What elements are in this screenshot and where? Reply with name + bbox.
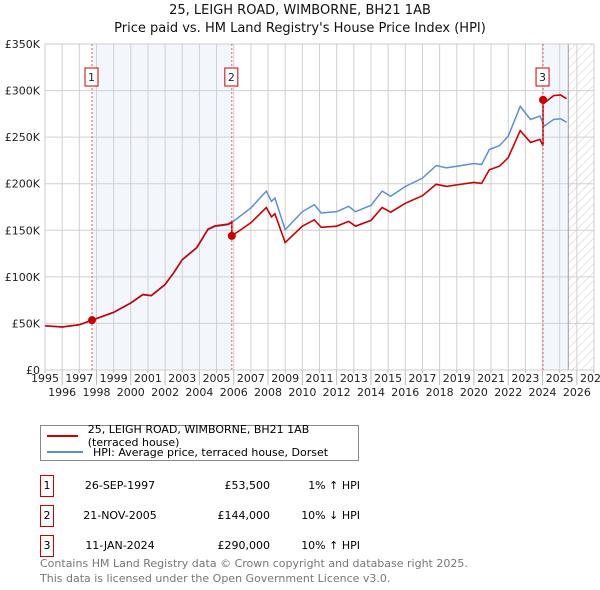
footer-licence: This data is licensed under the Open Gov…	[40, 572, 391, 585]
x-tick-label: 2008	[254, 386, 282, 399]
sale-hpi-diff: 1% ↑ HPI	[308, 479, 360, 492]
legend-item-hpi: HPI: Average price, terraced house, Dors…	[47, 444, 328, 460]
x-tick-label: 2015	[374, 372, 402, 385]
chart-title: 25, LEIGH ROAD, WIMBORNE, BH21 1AB	[169, 3, 431, 18]
sale-price: £144,000	[217, 509, 271, 522]
sale-label-box	[224, 67, 239, 87]
x-tick-label: 1998	[82, 386, 110, 399]
y-tick-label: £350K	[5, 38, 41, 51]
x-tick-label: 2023	[511, 372, 539, 385]
x-tick-label: 1996	[48, 386, 76, 399]
legend-label: HPI: Average price, terraced house, Dors…	[93, 445, 329, 459]
x-tick-label: 1997	[65, 372, 93, 385]
price-chart: 1995199619971998199920002001200220032004…	[5, 38, 600, 399]
x-tick-label: 2000	[117, 386, 145, 399]
ownership-shade	[92, 44, 232, 370]
x-tick-label: 2007	[237, 372, 265, 385]
x-tick-label: 2021	[477, 372, 505, 385]
sale-price: £53,500	[224, 479, 271, 492]
plot-frame	[44, 43, 595, 371]
x-tick-label: 2026	[563, 386, 591, 399]
x-tick-label: 2006	[220, 386, 248, 399]
y-tick-label: £100K	[5, 271, 41, 284]
x-tick-label: 2004	[185, 386, 213, 399]
y-tick-label: £200K	[5, 178, 41, 191]
x-tick-label: 2005	[203, 372, 231, 385]
red-line-swatch	[47, 435, 78, 437]
legend: 25, LEIGH ROAD, WIMBORNE, BH21 1AB (terr…	[40, 423, 359, 461]
sale-hpi-diff: 10% ↓ HPI	[301, 509, 360, 522]
x-tick-label: 2020	[460, 386, 488, 399]
property-line	[44, 94, 567, 328]
sale-point	[88, 316, 97, 325]
ownership-shade	[543, 44, 569, 370]
x-tick-label: 2024	[529, 386, 557, 399]
x-tick-label: 2014	[357, 386, 385, 399]
chart-subtitle: Price paid vs. HM Land Registry's House …	[114, 21, 486, 36]
sale-number: 2	[40, 505, 54, 527]
y-tick-label: £300K	[5, 85, 41, 98]
sale-label: 3	[539, 71, 546, 84]
y-tick-label: £50K	[12, 317, 41, 330]
x-tick-label: 2018	[426, 386, 454, 399]
x-tick-label: 2010	[288, 386, 316, 399]
sale-label: 1	[88, 71, 95, 84]
x-tick-label: 2017	[408, 372, 436, 385]
footer-copyright: Contains HM Land Registry data © Crown c…	[40, 557, 468, 570]
x-tick-label: 2009	[271, 372, 299, 385]
x-tick-label: 2002	[151, 386, 179, 399]
x-tick-label: 1995	[31, 372, 59, 385]
x-tick-label: 2022	[494, 386, 522, 399]
sale-row: 2 21-NOV-2005 £144,000 10% ↓ HPI	[40, 505, 440, 527]
sale-point	[539, 95, 548, 104]
sale-label-box	[535, 67, 550, 87]
blue-line-swatch	[47, 451, 83, 453]
sale-date: 21-NOV-2005	[83, 509, 157, 522]
legend-label: 25, LEIGH ROAD, WIMBORNE, BH21 1AB (terr…	[87, 423, 310, 449]
x-tick-label: 2011	[306, 372, 334, 385]
x-tick-label: 2003	[168, 372, 196, 385]
sale-row: 3 11-JAN-2024 £290,000 10% ↑ HPI	[40, 535, 440, 557]
sale-hpi-diff: 10% ↑ HPI	[301, 539, 360, 552]
x-tick-label: 2001	[134, 372, 162, 385]
x-tick-label: 1999	[100, 372, 128, 385]
x-tick-label: 2027	[580, 372, 600, 385]
x-tick-label: 2025	[546, 372, 574, 385]
x-tick-label: 2016	[391, 386, 419, 399]
sale-price: £290,000	[217, 539, 271, 552]
y-tick-label: £0	[26, 364, 40, 377]
sale-number: 3	[40, 535, 54, 557]
sale-label: 2	[228, 71, 235, 84]
sale-label-box	[84, 67, 99, 87]
y-tick-label: £150K	[5, 224, 41, 237]
sale-point	[227, 231, 236, 240]
forecast-hatch	[568, 44, 594, 370]
legend-item-property: 25, LEIGH ROAD, WIMBORNE, BH21 1AB (terr…	[47, 423, 358, 449]
sale-row: 1 26-SEP-1997 £53,500 1% ↑ HPI	[40, 475, 440, 497]
sale-date: 11-JAN-2024	[85, 539, 155, 552]
y-tick-label: £250K	[5, 131, 41, 144]
sale-date: 26-SEP-1997	[84, 479, 156, 492]
x-tick-label: 2019	[443, 372, 471, 385]
x-tick-label: 2012	[323, 386, 351, 399]
x-tick-label: 2013	[340, 372, 368, 385]
sale-number: 1	[40, 475, 54, 497]
